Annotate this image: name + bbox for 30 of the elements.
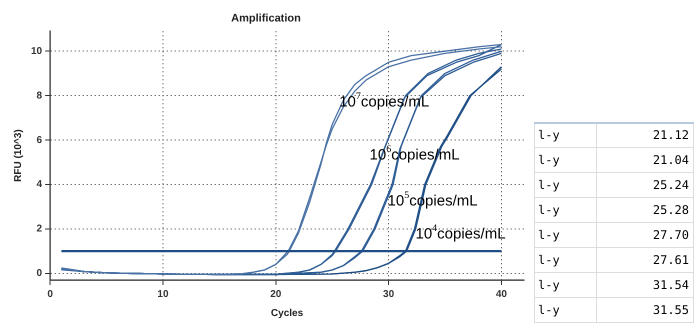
y-tick-label: 2 <box>36 224 43 235</box>
x-tick-label: 30 <box>383 288 395 300</box>
x-tick-label: 0 <box>47 288 54 300</box>
text: 27.70 <box>596 222 694 248</box>
y-tick-label: 6 <box>36 134 43 146</box>
x-axis-title: Cycles <box>270 308 304 319</box>
x-tick-label: 20 <box>270 288 282 300</box>
text: l-y <box>534 172 596 198</box>
y-tick-label: 0 <box>36 268 43 280</box>
text: 21.04 <box>596 148 694 172</box>
text: 31.54 <box>596 272 694 298</box>
text: l-y <box>534 248 596 272</box>
chart-title: Amplification <box>231 12 302 25</box>
text: 21.12 <box>596 122 694 148</box>
text: l-y <box>534 272 596 298</box>
text: l-y <box>534 148 596 172</box>
y-tick-label: 8 <box>36 90 43 102</box>
y-axis-title: RFU (10^3) <box>12 129 24 182</box>
text: l-y <box>534 298 596 322</box>
x-tick-label: 10 <box>157 288 169 300</box>
text: 27.61 <box>596 248 694 272</box>
y-tick-label: 10 <box>31 46 43 57</box>
text: 25.24 <box>596 172 694 198</box>
y-tick-label: 4 <box>36 179 43 190</box>
text: l-y <box>534 222 596 248</box>
text: 31.55 <box>596 298 694 322</box>
text: l-y <box>534 122 596 148</box>
text: 25.28 <box>596 198 694 222</box>
x-tick-label: 40 <box>496 288 508 300</box>
text: l-y <box>534 198 596 222</box>
